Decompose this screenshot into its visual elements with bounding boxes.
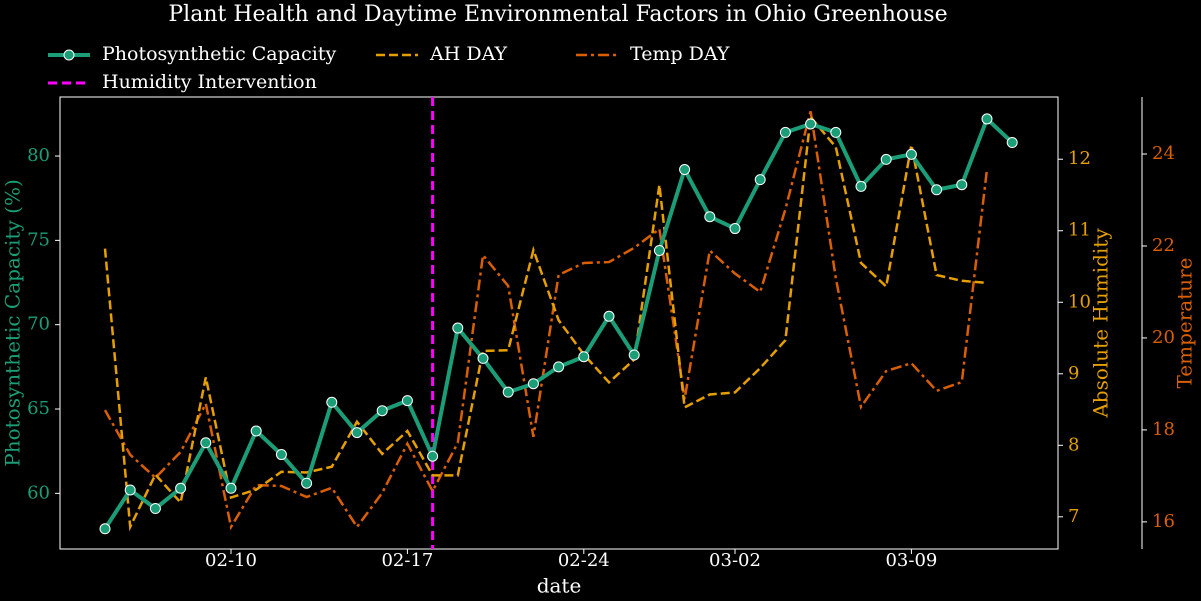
series-line: [103, 110, 989, 531]
legend-label: Temp DAY: [630, 43, 730, 65]
series-marker: [351, 427, 363, 439]
series-marker: [931, 184, 943, 196]
series-marker: [200, 437, 212, 449]
series-marker: [175, 482, 187, 494]
y-tick-label: 75: [27, 229, 50, 250]
series-marker: [149, 503, 161, 515]
series-marker: [401, 395, 413, 407]
y-axis-label: Photosynthetic Capacity (%): [1, 179, 25, 467]
series-marker: [1006, 137, 1018, 149]
series-marker: [729, 223, 741, 235]
y-tick-label: 80: [27, 145, 50, 166]
y-tick-label: 60: [27, 482, 50, 503]
series-marker: [805, 118, 817, 130]
x-tick-label: 03-02: [709, 550, 761, 571]
series-marker: [905, 148, 917, 160]
series-marker: [99, 523, 111, 535]
y2-tick-label: 12: [1068, 148, 1091, 169]
series-line: [103, 113, 988, 532]
series-marker: [527, 378, 539, 390]
y3-tick-label: 18: [1152, 419, 1175, 440]
y2-tick-label: 11: [1068, 220, 1091, 241]
y2-tick-label: 9: [1068, 363, 1079, 384]
series-marker: [704, 211, 716, 223]
series-marker: [981, 113, 993, 125]
legend-label: AH DAY: [429, 43, 508, 65]
series-marker: [880, 153, 892, 165]
series-marker: [779, 126, 791, 138]
series-marker: [855, 180, 867, 192]
series-marker: [275, 449, 287, 461]
series-marker: [679, 164, 691, 176]
series-marker: [502, 386, 514, 398]
chart-title: Plant Health and Daytime Environmental F…: [168, 2, 947, 27]
series-marker: [301, 477, 313, 489]
y3-tick-label: 22: [1152, 235, 1175, 256]
series-marker: [653, 244, 665, 256]
series-marker: [603, 310, 615, 322]
legend-label: Humidity Intervention: [102, 71, 317, 93]
series-marker: [326, 396, 338, 408]
series-marker: [250, 425, 262, 437]
x-tick-label: 02-10: [205, 550, 257, 571]
legend-marker: [63, 49, 75, 61]
series-marker: [830, 126, 842, 138]
y2-axis-label: Absolute Humidity: [1089, 228, 1113, 419]
x-tick-label: 03-09: [885, 550, 937, 571]
series-marker: [553, 361, 565, 373]
series-marker: [427, 450, 439, 462]
y3-tick-label: 20: [1152, 327, 1175, 348]
y3-tick-label: 24: [1152, 143, 1175, 164]
series-marker: [628, 349, 640, 361]
series-marker: [956, 179, 968, 191]
plot-frame: [59, 96, 1059, 550]
y3-axis-label: Temperature: [1173, 257, 1197, 388]
series-marker: [225, 482, 237, 494]
y3-tick-label: 16: [1152, 511, 1175, 532]
x-tick-label: 02-24: [558, 550, 610, 571]
series-marker: [477, 352, 489, 364]
series-marker: [376, 405, 388, 417]
series-marker: [452, 322, 464, 334]
x-tick-label: 02-17: [381, 550, 433, 571]
y2-tick-label: 8: [1068, 434, 1079, 455]
y2-tick-label: 10: [1068, 291, 1091, 312]
y-tick-label: 65: [27, 398, 50, 419]
y-tick-label: 70: [27, 314, 50, 335]
series-marker: [124, 484, 136, 496]
legend-label: Photosynthetic Capacity: [102, 43, 336, 65]
x-axis-label: date: [537, 574, 582, 598]
y2-tick-label: 7: [1068, 506, 1079, 527]
series-marker: [578, 351, 590, 363]
series-marker: [754, 174, 766, 186]
